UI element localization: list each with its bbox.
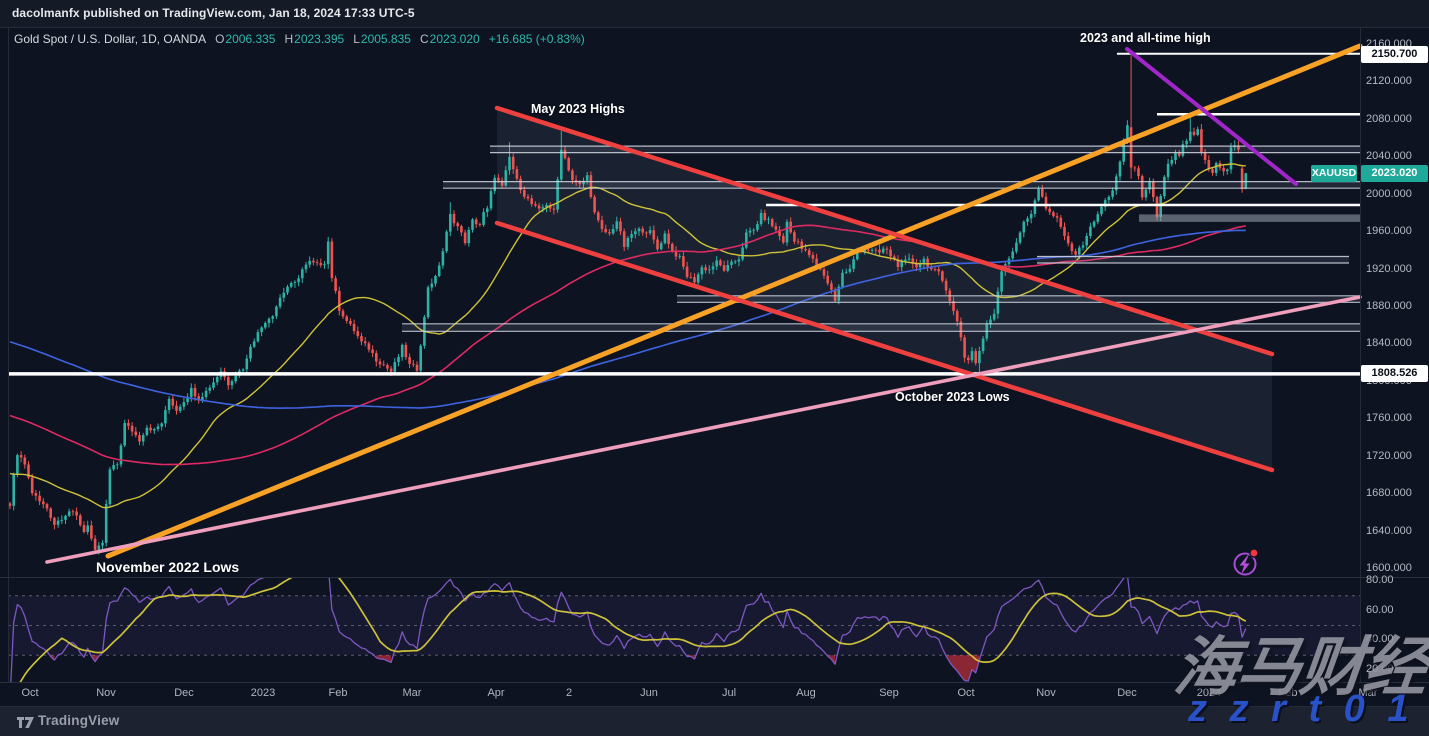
footer-bar [0, 706, 1429, 736]
symbol-legend[interactable]: Gold Spot / U.S. Dollar, 1D, OANDA O2006.… [14, 32, 585, 46]
time-label-Oct: Oct [21, 687, 39, 699]
symbol-price-pill: XAUUSD [1311, 164, 1357, 182]
time-label-Apr: Apr [487, 687, 505, 699]
price-axis[interactable]: 2160.000 2120.000 2080.000 2040.000 2000.000… [1360, 27, 1429, 682]
time-label-Feb: Feb [328, 687, 348, 699]
price-tag-oct-low: 1808.526 [1361, 365, 1428, 383]
price-tick-1720.000: 1720.000 [1366, 449, 1412, 462]
price-tick-2080.000: 2080.000 [1366, 112, 1412, 125]
price-tick-1840.000: 1840.000 [1366, 337, 1412, 350]
annotation-may-highs: May 2023 Highs [531, 102, 625, 116]
indicator-tick-80.00: 80.00 [1366, 574, 1394, 586]
annotation-ath: 2023 and all-time high [1080, 31, 1211, 45]
time-label-Mar: Mar [1358, 687, 1378, 699]
header-bar [0, 0, 1429, 28]
price-tick-1920.000: 1920.000 [1366, 262, 1412, 275]
symbol-title[interactable]: Gold Spot / U.S. Dollar, 1D, OANDA [14, 32, 207, 46]
price-tag-last: 2023.020 [1361, 164, 1428, 182]
change-value: +16.685 (+0.83%) [488, 32, 585, 46]
time-label-Jun: Jun [640, 687, 658, 699]
watermark-url: z z r t 0 1 . c n [1188, 688, 1429, 730]
tradingview-brand-text[interactable]: TradingView [38, 713, 120, 728]
flash-icon[interactable] [1233, 548, 1259, 576]
time-label-Jul: Jul [721, 687, 737, 699]
time-label-Nov: Nov [1036, 687, 1056, 699]
price-tick-1880.000: 1880.000 [1366, 299, 1412, 312]
indicator-tick-60.00: 60.00 [1366, 603, 1394, 616]
time-label-Sep: Sep [879, 687, 899, 699]
high-label: H [284, 32, 294, 46]
price-tag-ath: 2150.700 [1361, 45, 1428, 63]
price-tick-1680.000: 1680.000 [1366, 487, 1412, 500]
price-tick-1960.000: 1960.000 [1366, 225, 1412, 238]
time-label-Oct: Oct [957, 687, 975, 699]
time-label-Feb: Feb [1278, 687, 1298, 699]
time-label-Aug: Aug [796, 687, 816, 699]
close-value: 2023.020 [429, 32, 480, 46]
time-label-2023: 2023 [250, 687, 276, 699]
annotation-oct-lows: October 2023 Lows [895, 390, 1010, 404]
time-axis[interactable]: Oct Nov Dec 2023 Feb Mar Apr 2 Jun Jul Aug Sep Oct No… [0, 682, 1429, 706]
price-tick-1640.000: 1640.000 [1366, 524, 1412, 537]
time-label-2: 2 [565, 687, 573, 699]
low-label: L [353, 32, 360, 46]
tradingview-logo-icon[interactable] [16, 714, 35, 729]
price-tick-2120.000: 2120.000 [1366, 75, 1412, 88]
low-value: 2005.835 [360, 32, 411, 46]
time-label-Dec: Dec [1117, 687, 1137, 699]
high-value: 2023.395 [294, 32, 345, 46]
indicator-tick-20.00: 20.00 [1366, 662, 1394, 675]
open-label: O [215, 32, 225, 46]
price-tick-1760.000: 1760.000 [1366, 412, 1412, 425]
annotation-nov-lows: November 2022 Lows [96, 559, 240, 575]
time-label-Mar: Mar [402, 687, 422, 699]
price-tick-2000.000: 2000.000 [1366, 187, 1412, 200]
indicator-tick-40.00: 40.00 [1366, 633, 1394, 646]
time-label-2024: 2024 [1196, 687, 1222, 699]
close-label: C [419, 32, 429, 46]
time-label-Nov: Nov [96, 687, 116, 699]
open-value: 2006.335 [225, 32, 276, 46]
attribution-text: dacolmanfx published on TradingView.com,… [12, 6, 415, 20]
price-tick-1600.000: 1600.000 [1366, 561, 1412, 574]
time-label-Dec: Dec [174, 687, 194, 699]
price-tick-2040.000: 2040.000 [1366, 150, 1412, 163]
